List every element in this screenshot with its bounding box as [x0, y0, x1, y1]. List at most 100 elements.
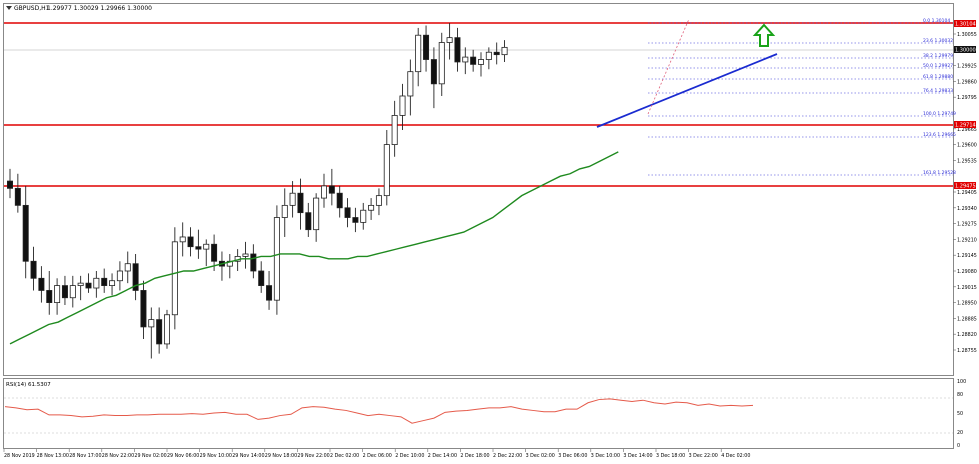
- candle: [77, 275, 84, 301]
- candle: [54, 278, 61, 315]
- price-tick-label: 1.29535: [957, 158, 977, 164]
- price-axis: 1.30055 1.29925 1.29860 1.29795 1.29665 1.296…: [953, 32, 977, 354]
- price-tick-label: 1.28755: [957, 348, 977, 354]
- candle: [85, 273, 92, 293]
- candle: [124, 251, 131, 284]
- candle: [430, 47, 437, 109]
- candle: [22, 185, 29, 279]
- time-tick-label: 3 Dec 10:00: [591, 453, 620, 459]
- rsi-tick-label: 50: [957, 411, 963, 417]
- trendline[interactable]: [596, 53, 778, 128]
- time-tick-label: 2 Dec 02:00: [330, 453, 359, 459]
- price-tick-label: 1.29665: [957, 127, 977, 133]
- candle: [140, 280, 147, 340]
- candle: [38, 266, 45, 303]
- time-tick-label: 28 Nov 13:00: [37, 453, 69, 459]
- candle: [470, 49, 477, 72]
- candle: [61, 275, 68, 306]
- fibonacci-layer: 0.0 1.30104 23.6 1.30032 38.2 1.29979 50.0 …: [648, 18, 956, 176]
- candles-layer: [7, 23, 508, 359]
- time-tick-label: 29 Nov 18:00: [265, 453, 297, 459]
- candle: [203, 239, 210, 267]
- candle: [132, 253, 139, 301]
- candle: [383, 130, 390, 206]
- candle: [179, 222, 186, 257]
- rsi-line-layer: [4, 398, 754, 424]
- candle: [352, 207, 359, 233]
- candle: [242, 241, 249, 269]
- fib-level-label: 0.0 1.30104: [923, 18, 950, 24]
- time-tick-label: 29 Nov 02:00: [134, 453, 166, 459]
- fib-anchor-line[interactable]: [647, 18, 690, 115]
- header-symbol: GBPUSD,H1: [14, 5, 50, 12]
- candle: [250, 244, 257, 279]
- time-tick-label: 29 Nov 06:00: [167, 453, 199, 459]
- candle: [7, 168, 13, 199]
- price-tick-label: 1.29275: [957, 222, 977, 228]
- candle: [305, 202, 312, 237]
- time-tick-label: 4 Dec 02:00: [721, 453, 750, 459]
- svg-text:1.30104: 1.30104: [955, 22, 976, 28]
- svg-text:1.29475: 1.29475: [955, 184, 976, 190]
- triangle-down-icon[interactable]: [6, 6, 12, 10]
- price-tag-current: 1.30000: [954, 46, 976, 54]
- fib-level-label: 23.6 1.30032: [923, 38, 953, 44]
- price-tick-label: 1.29340: [957, 206, 977, 212]
- candle: [281, 188, 288, 237]
- candle: [344, 198, 351, 228]
- candle: [116, 261, 123, 291]
- time-tick-label: 28 Nov 2019: [4, 453, 35, 459]
- candle: [46, 271, 53, 315]
- fib-level-label: 123.6 1.29665: [923, 132, 956, 138]
- candle: [485, 47, 492, 70]
- price-tick-label: 1.29145: [957, 253, 977, 259]
- rsi-tick-label: 0: [957, 443, 960, 449]
- moving-average-line[interactable]: [9, 151, 619, 345]
- price-tick-label: 1.29015: [957, 285, 977, 291]
- candle: [211, 234, 218, 271]
- candle: [391, 100, 398, 157]
- rsi-panel-border: [3, 378, 954, 449]
- time-tick-label: 2 Dec 14:00: [428, 453, 457, 459]
- moving-average-layer: [9, 151, 619, 345]
- price-tag-low: 1.29475: [954, 182, 976, 190]
- rsi-tick-label: 100: [957, 379, 966, 385]
- candle: [454, 27, 461, 72]
- candle: [109, 273, 116, 296]
- price-tick-label: 1.29860: [957, 79, 977, 85]
- price-tag-mid: 1.29714: [954, 121, 976, 129]
- candle: [328, 168, 335, 206]
- candle: [477, 52, 484, 77]
- candle: [148, 307, 155, 359]
- time-axis: 28 Nov 2019 28 Nov 13:00 28 Nov 17:00 28 No…: [3, 449, 750, 459]
- rsi-axis: 100 80 50 20 0: [957, 379, 966, 449]
- time-tick-label: 3 Dec 02:00: [526, 453, 555, 459]
- candle: [368, 198, 375, 220]
- fib-level-label: 100.0 1.29749: [923, 111, 956, 117]
- candle: [360, 202, 367, 230]
- candle: [320, 173, 327, 208]
- price-tick-label: 1.29795: [957, 95, 977, 101]
- candle: [438, 32, 445, 96]
- candle: [446, 23, 453, 60]
- candle: [187, 227, 194, 257]
- candle: [313, 193, 320, 242]
- price-tick-label: 1.29925: [957, 64, 977, 70]
- rsi-tick-label: 20: [957, 430, 963, 436]
- fib-level-label: 76.4 1.29833: [923, 88, 953, 94]
- candle: [163, 309, 170, 349]
- rsi-title: RSI(14) 61.5307: [6, 382, 51, 388]
- candle: [375, 188, 382, 216]
- price-tick-label: 1.29210: [957, 237, 977, 243]
- svg-text:1.29714: 1.29714: [955, 123, 976, 129]
- time-tick-label: 28 Nov 22:00: [102, 453, 134, 459]
- rsi-line[interactable]: [4, 398, 754, 424]
- price-tick-label: 1.28820: [957, 332, 977, 338]
- candle: [407, 59, 414, 116]
- fib-level-label: 50.0 1.29927: [923, 63, 953, 69]
- candle: [266, 271, 273, 310]
- time-tick-label: 3 Dec 22:00: [689, 453, 718, 459]
- time-tick-label: 2 Dec 06:00: [363, 453, 392, 459]
